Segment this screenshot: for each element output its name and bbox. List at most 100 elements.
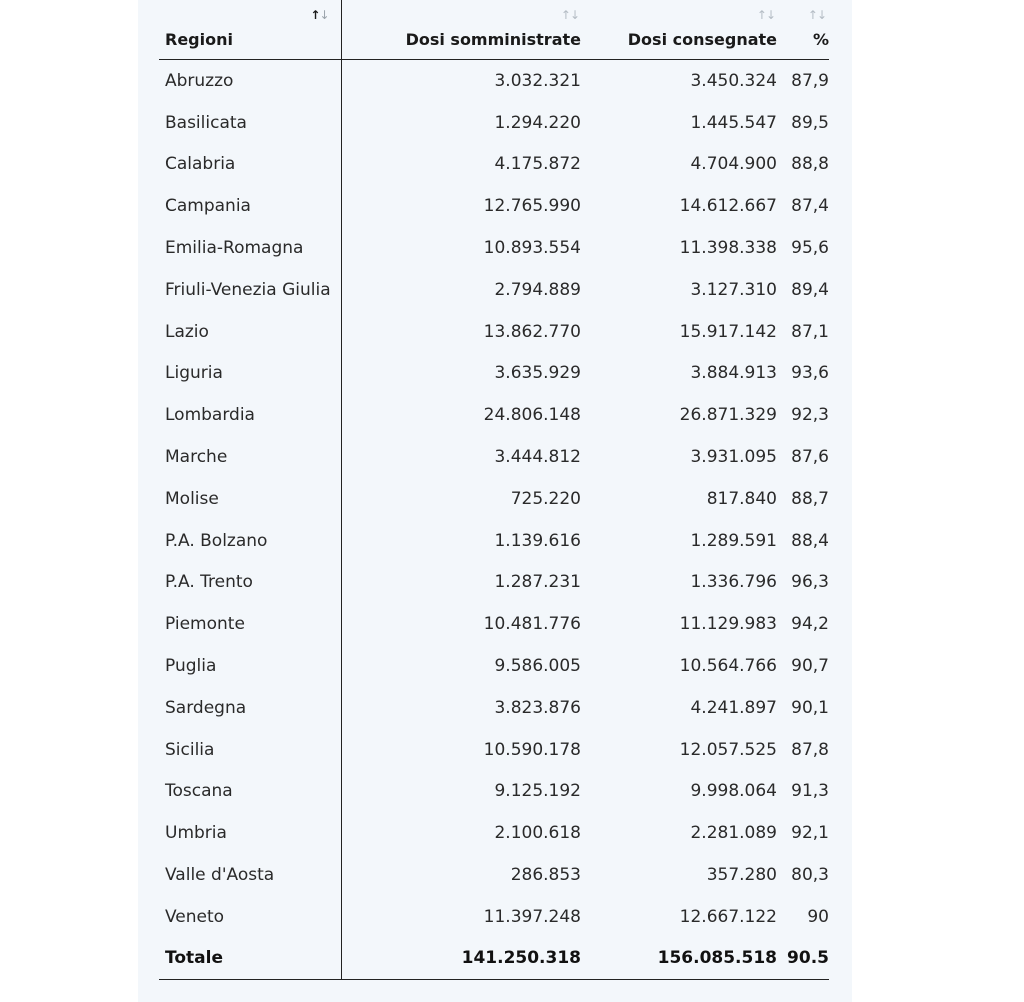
table-row: Abruzzo 3.032.321 3.450.324 87,9 (159, 59, 829, 102)
table-row: Marche 3.444.812 3.931.095 87,6 (159, 436, 829, 478)
cell-region: Marche (159, 436, 342, 478)
column-header-regioni[interactable]: ↑↓ Regioni (159, 0, 342, 60)
sort-descending-icon: ↓ (569, 8, 580, 22)
table-row: Molise 725.220 817.840 88,7 (159, 477, 829, 520)
cell-region: Emilia-Romagna (159, 227, 342, 269)
cell-dosi-somministrate: 2.100.618 (494, 823, 581, 844)
cell-dosi-somministrate: 11.397.248 (483, 906, 581, 927)
cell-total-label: Totale (159, 937, 342, 980)
cell-region: Friuli-Venezia Giulia (159, 268, 342, 311)
cell-percent: 87,1 (791, 321, 829, 342)
column-header-dosi-consegnate[interactable]: ↑↓ Dosi consegnate (581, 0, 777, 60)
cell-dosi-consegnate: 1.445.547 (690, 112, 777, 133)
cell-percent: 90 (807, 906, 829, 927)
cell-percent: 88,7 (791, 488, 829, 509)
table-row: Toscana 9.125.192 9.998.064 91,3 (159, 770, 829, 813)
cell-region: Liguria (159, 352, 342, 395)
cell-region: Umbria (159, 812, 342, 855)
cell-region: Campania (159, 185, 342, 228)
cell-percent: 88,8 (791, 154, 829, 175)
cell-total-percent: 90.5 (777, 937, 829, 980)
cell-region: Toscana (159, 770, 342, 813)
table-row: Puglia 9.586.005 10.564.766 90,7 (159, 645, 829, 687)
cell-dosi-consegnate: 14.612.667 (679, 196, 777, 217)
column-header-label: Dosi consegnate (627, 30, 777, 49)
cell-percent: 89,4 (791, 279, 829, 300)
cell-dosi-consegnate: 357.280 (706, 865, 777, 886)
cell-dosi-somministrate: 1.139.616 (494, 530, 581, 551)
cell-region: Piemonte (159, 603, 342, 646)
cell-dosi-consegnate: 11.129.983 (679, 614, 777, 635)
cell-percent: 89,5 (791, 112, 829, 133)
cell-dosi-consegnate: 12.667.122 (679, 906, 777, 927)
table-panel: ↑↓ Regioni ↑↓ Dosi somministrate ↑↓ Dosi… (138, 0, 852, 1002)
column-header-dosi-somministrate[interactable]: ↑↓ Dosi somministrate (341, 0, 581, 60)
table-header: ↑↓ Regioni ↑↓ Dosi somministrate ↑↓ Dosi… (159, 0, 829, 60)
vaccine-doses-table: ↑↓ Regioni ↑↓ Dosi somministrate ↑↓ Dosi… (159, 0, 829, 980)
sort-icon[interactable]: ↑↓ (310, 8, 329, 22)
cell-dosi-somministrate: 725.220 (510, 488, 581, 509)
cell-dosi-somministrate: 9.125.192 (494, 781, 581, 802)
sort-icon[interactable]: ↑↓ (757, 8, 776, 22)
cell-region: P.A. Trento (159, 561, 342, 604)
cell-percent: 95,6 (791, 238, 829, 259)
table-row: Emilia-Romagna 10.893.554 11.398.338 95,… (159, 227, 829, 269)
table-row: Lazio 13.862.770 15.917.142 87,1 (159, 310, 829, 353)
cell-percent: 92,1 (791, 823, 829, 844)
cell-dosi-somministrate: 13.862.770 (483, 321, 581, 342)
cell-dosi-consegnate: 3.931.095 (690, 447, 777, 468)
table-row: Sicilia 10.590.178 12.057.525 87,8 (159, 728, 829, 771)
cell-percent: 87,9 (791, 70, 829, 91)
cell-dosi-somministrate: 10.481.776 (483, 614, 581, 635)
cell-dosi-consegnate: 3.127.310 (690, 279, 777, 300)
table-row: Piemonte 10.481.776 11.129.983 94,2 (159, 603, 829, 646)
cell-dosi-somministrate: 1.287.231 (494, 572, 581, 593)
cell-total-somministrate: 141.250.318 (341, 937, 581, 980)
table-row: Campania 12.765.990 14.612.667 87,4 (159, 185, 829, 228)
sort-ascending-icon: ↑ (807, 8, 818, 22)
column-header-percent[interactable]: ↑↓ % (777, 0, 829, 60)
cell-percent: 92,3 (791, 405, 829, 426)
table-row: P.A. Trento 1.287.231 1.336.796 96,3 (159, 561, 829, 604)
cell-dosi-consegnate: 11.398.338 (679, 238, 777, 259)
cell-dosi-consegnate: 9.998.064 (690, 781, 777, 802)
cell-region: Lombardia (159, 394, 342, 437)
table-row: Liguria 3.635.929 3.884.913 93,6 (159, 352, 829, 395)
table-row: Basilicata 1.294.220 1.445.547 89,5 (159, 101, 829, 144)
sort-ascending-icon: ↑ (310, 8, 320, 22)
cell-percent: 93,6 (791, 363, 829, 384)
cell-region: Molise (159, 477, 342, 520)
cell-percent: 91,3 (791, 781, 829, 802)
table-row: Lombardia 24.806.148 26.871.329 92,3 (159, 394, 829, 437)
cell-region: Sicilia (159, 728, 342, 771)
cell-region: Sardegna (159, 686, 342, 729)
sort-icon[interactable]: ↑↓ (560, 8, 580, 22)
table-row: Sardegna 3.823.876 4.241.897 90,1 (159, 686, 829, 729)
total-row: Totale 141.250.318 156.085.518 90.5 (159, 937, 829, 980)
cell-dosi-consegnate: 1.289.591 (690, 530, 777, 551)
cell-dosi-consegnate: 26.871.329 (679, 405, 777, 426)
cell-region: Basilicata (159, 101, 342, 144)
cell-dosi-somministrate: 3.823.876 (494, 697, 581, 718)
sort-descending-icon: ↓ (765, 8, 776, 22)
cell-dosi-somministrate: 3.444.812 (494, 447, 581, 468)
cell-region: Puglia (159, 645, 342, 687)
cell-region: Calabria (159, 143, 342, 186)
cell-dosi-somministrate: 4.175.872 (494, 154, 581, 175)
cell-dosi-somministrate: 24.806.148 (483, 405, 581, 426)
sort-icon[interactable]: ↑↓ (807, 8, 827, 22)
cell-total-consegnate: 156.085.518 (581, 937, 777, 980)
cell-percent: 88,4 (791, 530, 829, 551)
cell-percent: 87,4 (791, 196, 829, 217)
cell-dosi-somministrate: 3.635.929 (494, 363, 581, 384)
cell-dosi-somministrate: 10.590.178 (483, 739, 581, 760)
sort-ascending-icon: ↑ (560, 8, 571, 22)
table-row: Valle d'Aosta 286.853 357.280 80,3 (159, 854, 829, 896)
cell-percent: 96,3 (791, 572, 829, 593)
cell-dosi-somministrate: 2.794.889 (494, 279, 581, 300)
cell-region: P.A. Bolzano (159, 519, 342, 562)
cell-percent: 80,3 (791, 865, 829, 886)
cell-region: Veneto (159, 895, 342, 938)
column-header-label: % (812, 30, 829, 49)
cell-dosi-consegnate: 3.450.324 (690, 70, 777, 91)
